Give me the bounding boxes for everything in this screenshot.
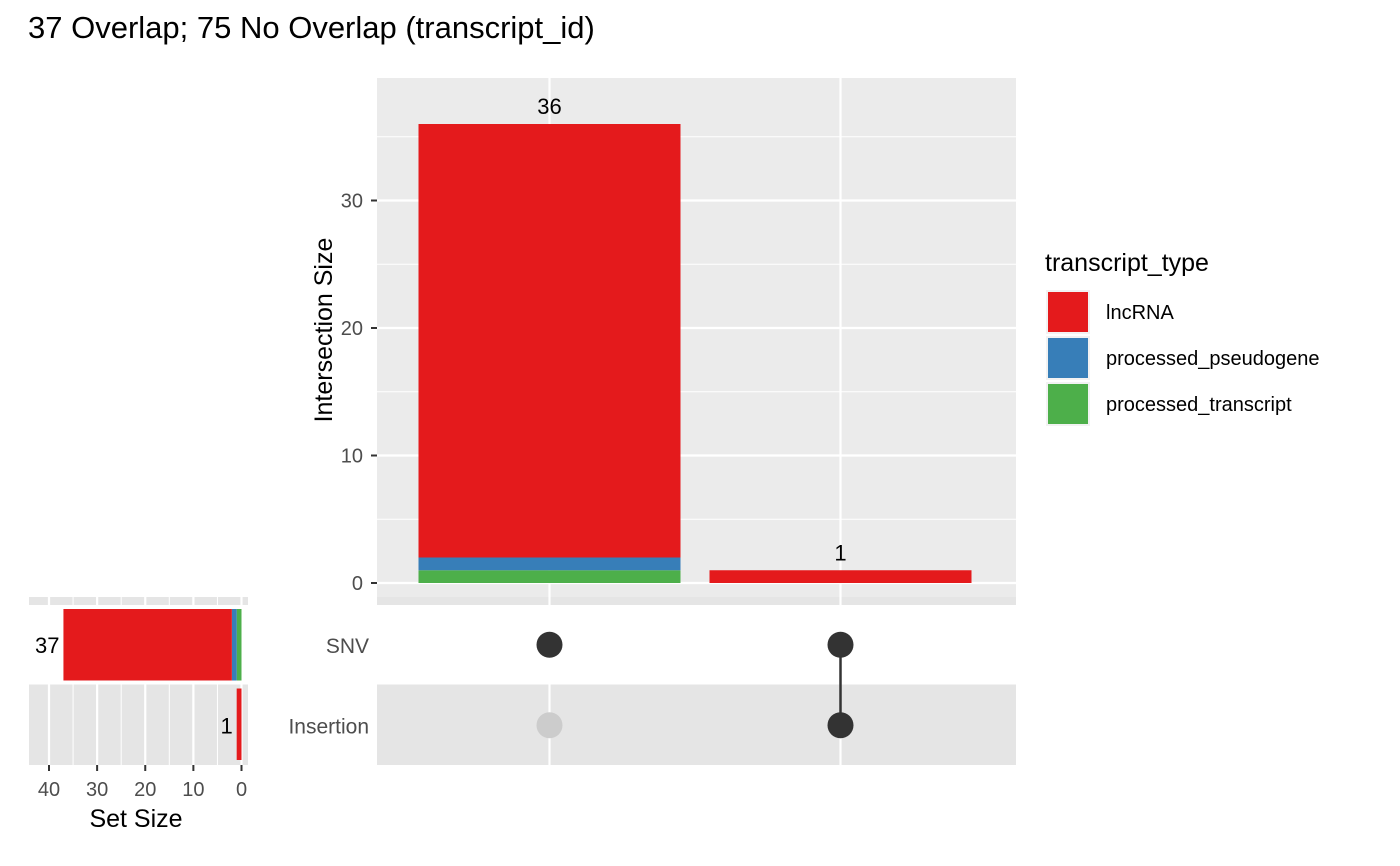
y-tick-label: 0	[352, 573, 363, 595]
bar-segment-lncRNA	[709, 570, 972, 583]
setsize-tick-label: 0	[236, 779, 247, 801]
matrix-dot-active	[827, 712, 854, 739]
matrix-bottom-strip	[377, 762, 1016, 765]
setsize-tick-label: 30	[86, 779, 108, 801]
legend-title: transcript_type	[1045, 249, 1209, 277]
bar-segment-lncRNA	[418, 124, 681, 558]
setsize-bar-segment-processed_pseudogene	[231, 609, 237, 681]
setsize-bar-segment-lncRNA	[236, 688, 242, 760]
y-tick-label: 30	[341, 191, 363, 213]
matrix-row-stripe	[377, 684, 1016, 764]
setsize-value-label: 37	[35, 633, 59, 658]
setsize-bottom-strip	[29, 762, 248, 765]
set-label-SNV: SNV	[326, 635, 369, 658]
y-tick-label: 20	[341, 318, 363, 340]
legend-label-processed_pseudogene: processed_pseudogene	[1106, 348, 1320, 370]
set-label-Insertion: Insertion	[288, 715, 369, 738]
setsize-row-stripe	[29, 684, 248, 764]
bar-segment-processed_pseudogene	[418, 557, 681, 571]
legend-label-lncRNA: lncRNA	[1106, 302, 1174, 324]
setsize-axis-title: Set Size	[89, 805, 182, 833]
bar-segment-processed_transcript	[418, 570, 681, 583]
setsize-tick-label: 40	[38, 779, 60, 801]
legend-swatch-processed_pseudogene	[1048, 338, 1088, 378]
legend-label-processed_transcript: processed_transcript	[1106, 394, 1292, 416]
y-axis-title: Intersection Size	[310, 238, 338, 423]
matrix-top-strip	[377, 597, 1016, 605]
page-title: 37 Overlap; 75 No Overlap (transcript_id…	[28, 10, 595, 45]
bar-value-label: 36	[537, 94, 561, 119]
setsize-tick-label: 20	[134, 779, 156, 801]
y-tick-label: 10	[341, 446, 363, 468]
bar-value-label: 1	[834, 540, 846, 565]
setsize-tick-label: 10	[182, 779, 204, 801]
setsize-top-strip	[29, 597, 248, 605]
setsize-value-label: 1	[220, 713, 232, 738]
legend-swatch-lncRNA	[1048, 292, 1088, 332]
setsize-bar-segment-processed_transcript	[236, 609, 242, 681]
matrix-dot-inactive	[536, 712, 563, 739]
legend-swatch-processed_transcript	[1048, 384, 1088, 424]
matrix-dot-active	[827, 631, 854, 658]
setsize-bar-segment-lncRNA	[63, 609, 232, 681]
matrix-dot-active	[536, 631, 563, 658]
